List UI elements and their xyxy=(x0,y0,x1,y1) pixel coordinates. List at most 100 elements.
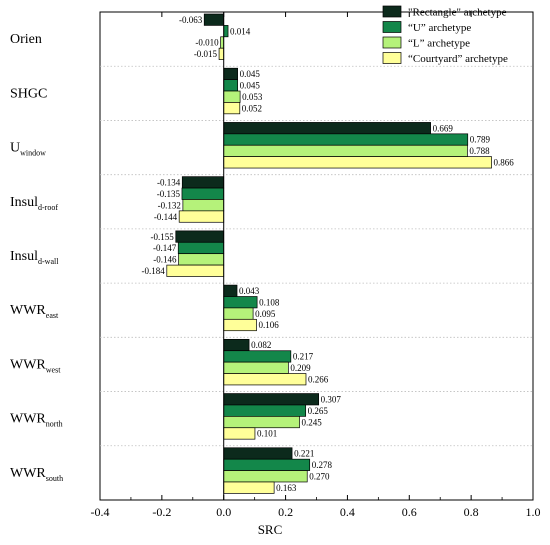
legend-swatch xyxy=(382,36,402,49)
bar xyxy=(223,156,492,169)
category-label: Insuld-roof xyxy=(10,195,58,212)
bar-value-label: -0.132 xyxy=(158,200,181,210)
bar-value-label: -0.010 xyxy=(195,38,219,48)
bar xyxy=(223,144,468,157)
bar xyxy=(223,133,469,146)
bar xyxy=(223,361,289,374)
bar-value-label: 0.053 xyxy=(242,92,263,102)
bar-value-label: -0.147 xyxy=(153,243,177,253)
bar xyxy=(223,79,238,92)
bar xyxy=(177,241,225,255)
bar xyxy=(182,199,225,212)
bar-value-label: 0.045 xyxy=(240,81,261,91)
legend-label: “U” archetype xyxy=(408,22,471,34)
x-tick-label: 0.8 xyxy=(464,505,479,519)
bar-value-label: 0.866 xyxy=(494,158,515,168)
bar-value-label: 0.106 xyxy=(258,320,279,330)
bar xyxy=(223,373,307,386)
bar xyxy=(223,296,258,309)
bar-value-label: -0.015 xyxy=(194,49,218,59)
bar-series: -0.063 0.045 0.669 -0.134 -0.155 0.043 0.082 0.… xyxy=(142,13,515,494)
x-axis: -0.4 -0.2 0.0 0.2 0.4 0.6 0.8 1.0 xyxy=(91,12,541,519)
legend: "Rectangle" archetype “U” archetype “L” ar… xyxy=(382,5,508,65)
bar xyxy=(223,427,256,440)
category-label: SHGC xyxy=(10,86,47,101)
bar-value-label: 0.217 xyxy=(293,352,314,362)
bar-value-label: 0.043 xyxy=(239,286,260,296)
category-labels: Orien SHGC Uwindow Insuld-roof Insuld-wall WW… xyxy=(10,32,63,483)
bar-value-label: 0.052 xyxy=(242,103,262,113)
category-label: WWRwest xyxy=(10,357,61,374)
legend-label: “Courtyard” archetype xyxy=(408,53,508,65)
bar xyxy=(223,25,229,38)
bar-value-label: 0.278 xyxy=(312,460,333,470)
bar-value-label: 0.307 xyxy=(321,394,342,404)
bar-value-label: -0.144 xyxy=(154,212,178,222)
bar-value-label: 0.163 xyxy=(276,483,297,493)
bar xyxy=(181,176,225,189)
bar xyxy=(181,187,225,200)
bar xyxy=(223,307,254,320)
x-tick-label: -0.4 xyxy=(91,505,110,519)
bar-value-label: 0.095 xyxy=(255,309,276,319)
bar-value-label: 0.265 xyxy=(308,406,329,416)
bar-value-label: 0.082 xyxy=(251,340,271,350)
category-separators xyxy=(100,65,533,447)
bar-value-label: 0.045 xyxy=(240,69,261,79)
bar xyxy=(223,102,241,115)
x-tick-label: 0.6 xyxy=(402,505,417,519)
bar xyxy=(223,481,275,494)
bar-value-label: 0.789 xyxy=(470,135,491,145)
bar-value-label: -0.063 xyxy=(179,15,203,25)
x-tick-label: 0.0 xyxy=(216,505,231,519)
bar-value-label: -0.184 xyxy=(142,266,166,276)
category-label: Orien xyxy=(10,32,42,47)
category-label: WWRsouth xyxy=(10,466,63,483)
bar xyxy=(223,447,293,460)
bar xyxy=(178,210,225,223)
category-label: WWReast xyxy=(10,303,59,320)
bar-value-label: 0.669 xyxy=(433,123,454,133)
bar xyxy=(178,253,225,266)
category-label: WWRnorth xyxy=(10,412,63,429)
category-label: Insuld-wall xyxy=(10,249,59,266)
bar-value-label: 0.266 xyxy=(308,374,329,384)
bar xyxy=(223,90,241,103)
category-label: Uwindow xyxy=(10,141,46,158)
bar-value-label: -0.134 xyxy=(157,178,181,188)
bar xyxy=(166,264,225,277)
bar xyxy=(223,284,238,297)
bar-value-label: -0.146 xyxy=(153,255,177,265)
bar-value-label: 0.245 xyxy=(301,417,322,427)
legend-swatch xyxy=(382,21,402,33)
legend-label: “L” archetype xyxy=(408,38,470,50)
bar-value-label: -0.155 xyxy=(151,232,175,242)
bar-value-label: 0.209 xyxy=(290,363,311,373)
bar xyxy=(223,458,311,471)
x-axis-title: SRC xyxy=(258,522,283,537)
bar xyxy=(203,13,225,26)
x-tick-label: 1.0 xyxy=(526,505,541,519)
bar-value-label: -0.135 xyxy=(157,189,181,199)
bar-value-label: 0.108 xyxy=(259,297,280,307)
bar-value-label: 0.221 xyxy=(294,449,314,459)
bar xyxy=(223,470,308,483)
bar-value-label: 0.014 xyxy=(230,26,251,36)
bar xyxy=(223,338,250,352)
bar xyxy=(223,404,307,417)
bar xyxy=(223,416,300,429)
x-tick-label: -0.2 xyxy=(152,505,171,519)
bar-value-label: 0.270 xyxy=(309,471,330,481)
bar xyxy=(218,47,225,60)
x-tick-label: 0.4 xyxy=(340,505,355,519)
bar xyxy=(223,318,257,332)
bar xyxy=(223,393,320,406)
x-tick-label: 0.2 xyxy=(278,505,293,519)
bar xyxy=(223,122,431,135)
bar-value-label: 0.101 xyxy=(257,429,277,439)
bar xyxy=(223,67,238,80)
bar xyxy=(175,230,225,243)
legend-swatch xyxy=(382,5,402,18)
bar xyxy=(223,350,292,363)
